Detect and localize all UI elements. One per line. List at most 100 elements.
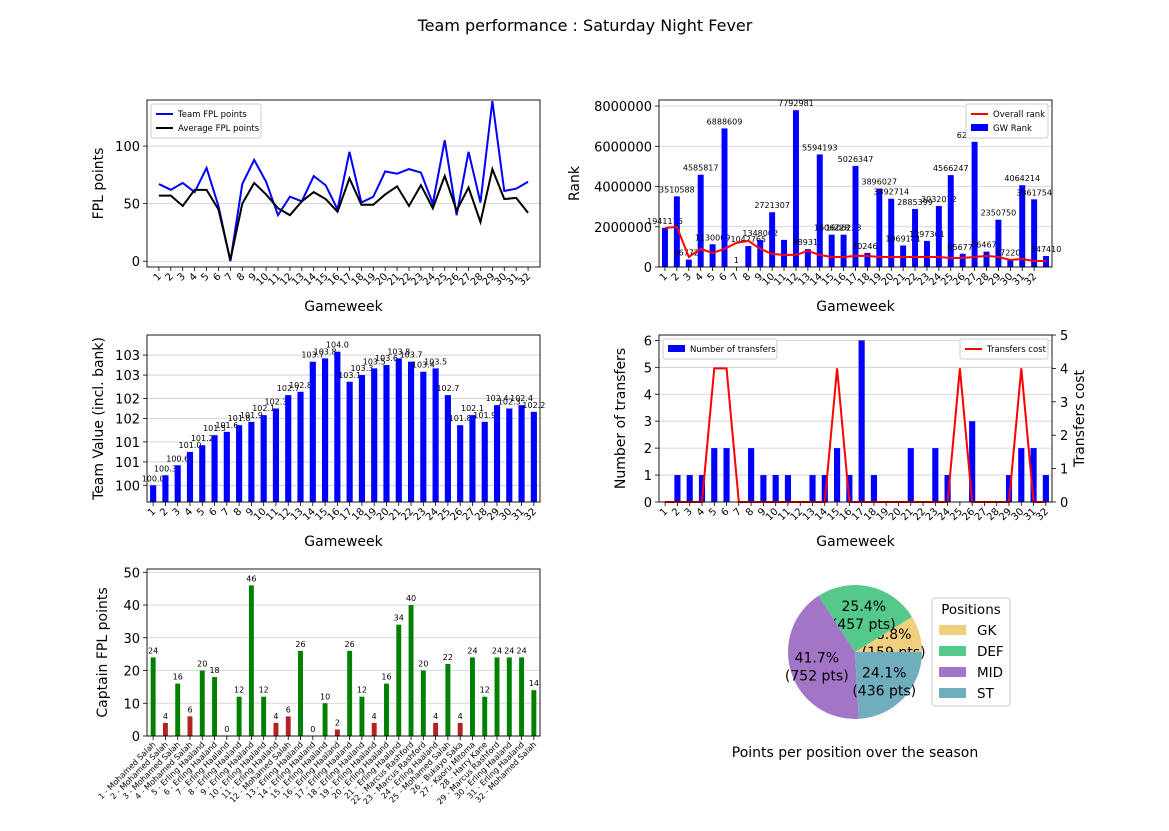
captain-bar bbox=[175, 684, 180, 736]
rank-bar bbox=[960, 254, 966, 267]
y-tick-label: 0 bbox=[644, 261, 652, 276]
bar-value-label: 102.3 bbox=[265, 397, 288, 406]
bar-value-label: 1 bbox=[734, 256, 739, 265]
bar-value-label: 12 bbox=[480, 686, 490, 695]
y-right-axis-label: Transfers cost bbox=[1072, 369, 1088, 468]
captain-bar bbox=[286, 716, 291, 736]
value-bar bbox=[396, 358, 402, 502]
y-tick-label: 0 bbox=[132, 255, 140, 270]
value-bar bbox=[383, 365, 389, 502]
y-tick-label: 4000000 bbox=[594, 181, 652, 196]
value-bar bbox=[310, 362, 316, 502]
value-bar bbox=[187, 452, 193, 502]
bar-value-label: 6888609 bbox=[707, 117, 743, 126]
y-tick-label: 50 bbox=[123, 566, 140, 581]
figure-title: Team performance : Saturday Night Fever bbox=[417, 16, 753, 35]
bar-value-label: 46 bbox=[246, 574, 256, 583]
value-bar bbox=[531, 412, 537, 502]
y-axis-label: FPL points bbox=[91, 148, 107, 220]
bar-value-label: 2350750 bbox=[981, 209, 1017, 218]
captain-bar bbox=[298, 651, 303, 736]
y-tick-label: 3 bbox=[644, 415, 652, 430]
bar-value-label: 34 bbox=[394, 614, 404, 623]
x-tick-label: 3 bbox=[176, 271, 188, 283]
y-tick-label: 100 bbox=[115, 140, 140, 155]
y-tick-label: 40 bbox=[123, 599, 140, 614]
x-tick-label: 2 bbox=[164, 271, 176, 283]
bar-value-label: 26 bbox=[345, 640, 355, 649]
y-tick-label: 102 bbox=[115, 392, 140, 407]
value-bar bbox=[285, 395, 291, 502]
x-tick-label: 7 bbox=[729, 271, 741, 283]
pie-title: Points per position over the season bbox=[732, 745, 978, 761]
bar-value-label: 3510588 bbox=[659, 185, 695, 194]
x-tick-label: 1 bbox=[658, 271, 670, 283]
value-bar bbox=[420, 372, 426, 502]
bar-value-label: 6 bbox=[187, 705, 192, 714]
value-bar bbox=[445, 395, 451, 502]
x-tick-label: 32 bbox=[1034, 506, 1051, 523]
captain-bar bbox=[273, 723, 278, 736]
y-tick-label: 103 bbox=[115, 369, 140, 384]
bar-value-label: 2721307 bbox=[754, 201, 790, 210]
transfer-bar bbox=[785, 475, 791, 502]
bar-value-label: 5594193 bbox=[802, 143, 838, 152]
x-tick-label: 2 bbox=[670, 506, 682, 518]
y-axis-label: Number of transfers bbox=[613, 348, 629, 489]
x-axis-label: Gameweek bbox=[304, 534, 383, 550]
rank-bar bbox=[1019, 185, 1025, 267]
bar-value-label: 547410 bbox=[1031, 245, 1062, 254]
captain-bar bbox=[458, 723, 463, 736]
y-right-tick-label: 3 bbox=[1060, 396, 1068, 411]
x-tick-label: 5 bbox=[705, 271, 717, 283]
y-tick-label: 0 bbox=[644, 496, 652, 511]
bar-value-label: 4 bbox=[458, 712, 463, 721]
captain-bar bbox=[372, 723, 377, 736]
bar-value-label: 12 bbox=[234, 686, 244, 695]
value-bar bbox=[371, 368, 377, 502]
captain-bar bbox=[237, 697, 242, 736]
bar-value-label: 14 bbox=[529, 679, 539, 688]
y-tick-label: 100 bbox=[115, 479, 140, 494]
value-bar bbox=[261, 415, 267, 502]
x-tick-label: 6 bbox=[719, 506, 731, 518]
bar-value-label: 24 bbox=[504, 646, 514, 655]
bar-value-label: 101.8 bbox=[449, 414, 472, 423]
captain-bar bbox=[188, 716, 193, 736]
y-axis-label: Team Value (incl. bank) bbox=[91, 337, 107, 501]
x-tick-label: 1 bbox=[152, 271, 164, 283]
transfer-bar bbox=[748, 448, 754, 502]
y-tick-label: 6 bbox=[644, 334, 652, 349]
value-bar bbox=[347, 382, 353, 502]
x-tick-label: 2 bbox=[158, 506, 170, 518]
captain-bar bbox=[384, 684, 389, 736]
x-tick-label: 8 bbox=[232, 506, 244, 518]
y-axis-label: Captain FPL points bbox=[95, 587, 111, 717]
bar-value-label: 5026347 bbox=[838, 155, 874, 164]
x-tick-label: 1 bbox=[146, 506, 158, 518]
rank-bar bbox=[722, 128, 728, 267]
bar-value-label: 12 bbox=[357, 686, 367, 695]
bar-value-label: 7792981 bbox=[778, 99, 814, 108]
y-tick-label: 20 bbox=[123, 665, 140, 680]
transfer-bar bbox=[723, 448, 729, 502]
x-tick-label: 6 bbox=[717, 271, 729, 283]
captain-bar bbox=[335, 729, 340, 736]
y-tick-label: 6000000 bbox=[594, 140, 652, 155]
bar-value-label: 101.2 bbox=[191, 434, 214, 443]
legend-label: GW Rank bbox=[993, 124, 1032, 134]
y-tick-label: 5 bbox=[644, 361, 652, 376]
bar-value-label: 103.7 bbox=[400, 351, 423, 360]
x-tick-label: 5 bbox=[707, 506, 719, 518]
captain-bar bbox=[421, 671, 426, 736]
bar-value-label: 18 bbox=[209, 666, 219, 675]
bar-value-label: 104.0 bbox=[326, 341, 349, 350]
bar-value-label: 3392714 bbox=[873, 188, 909, 197]
pie-points-label: (436 pts) bbox=[852, 684, 916, 700]
rank-bar bbox=[829, 235, 835, 267]
rank-bar bbox=[948, 175, 954, 267]
x-tick-label: 7 bbox=[732, 506, 744, 518]
transfer-bar bbox=[760, 475, 766, 502]
legend-bar-swatch bbox=[971, 124, 988, 131]
